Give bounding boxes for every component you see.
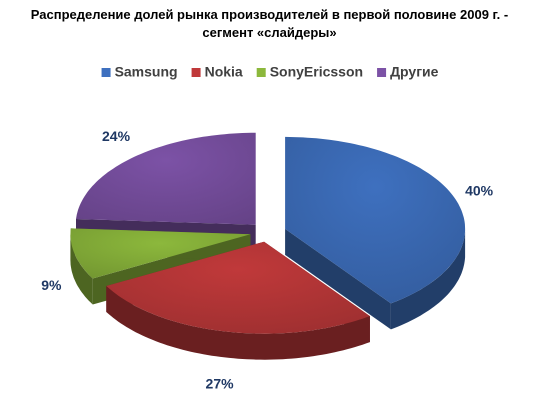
legend-swatch [256, 68, 266, 77]
data-label: 27% [206, 376, 235, 392]
legend-label: Samsung [115, 64, 178, 80]
slice [76, 132, 256, 225]
chart-title: Распределение долей рынка производителей… [30, 7, 509, 40]
slice [70, 228, 251, 279]
data-label: 40% [465, 183, 494, 199]
slice-side [390, 228, 466, 330]
legend-swatch [101, 68, 111, 77]
slice-side [285, 228, 391, 330]
slice [106, 241, 370, 334]
legend-swatch [191, 68, 201, 77]
slice-side [70, 234, 93, 305]
legend-swatch [377, 68, 387, 77]
data-label: 24% [102, 128, 131, 144]
legend-label: Nokia [205, 64, 243, 80]
data-label: 9% [41, 277, 62, 293]
slice-side [106, 286, 370, 360]
legend-label: SonyEricsson [270, 64, 363, 80]
legend-label: Другие [390, 64, 439, 80]
slice [285, 136, 466, 304]
